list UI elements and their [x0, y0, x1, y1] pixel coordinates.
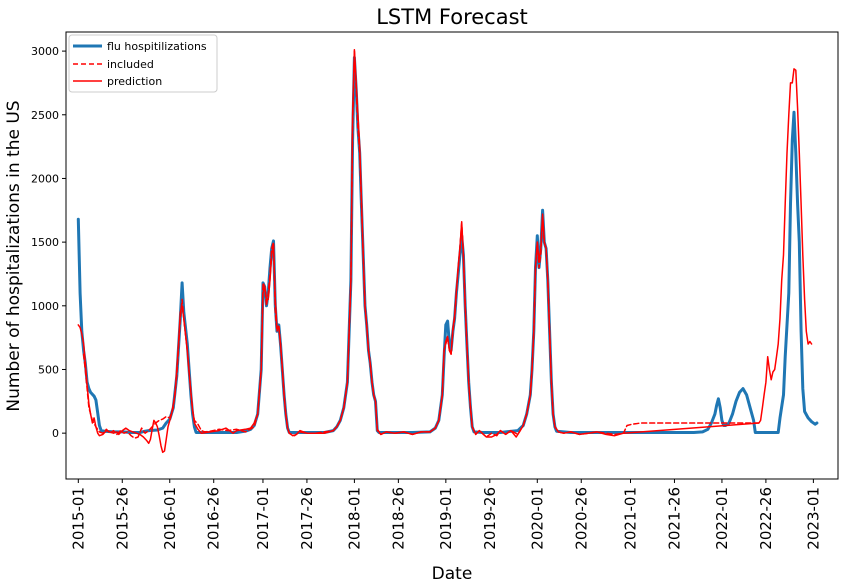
series-layer — [76, 49, 819, 454]
x-tick-label: 2023-01 — [804, 487, 822, 550]
x-axis-label: Date — [432, 564, 473, 584]
series-line-prediction — [77, 49, 813, 454]
x-tick-label: 2019-26 — [481, 487, 499, 550]
x-tick-label: 2018-26 — [389, 487, 407, 550]
x-axis: 2015-01 2015-26 2016-01 2016-26 2017-01 2017-… — [69, 479, 822, 550]
x-tick-label: 2016-26 — [205, 487, 223, 550]
legend-label-prediction: prediction — [107, 75, 162, 88]
legend: flu hospitilizations included prediction — [68, 34, 218, 93]
y-tick-label: 0 — [52, 427, 59, 440]
y-tick-label: 500 — [38, 363, 59, 376]
x-tick-label: 2021-26 — [666, 487, 684, 550]
x-tick-label: 2022-01 — [713, 487, 731, 550]
legend-label-flu-hospitilizations: flu hospitilizations — [107, 40, 207, 53]
y-tick-label: 1500 — [31, 236, 59, 249]
x-tick-label: 2020-26 — [572, 487, 590, 550]
x-tick-label: 2017-26 — [298, 487, 316, 550]
x-tick-label: 2017-01 — [254, 487, 272, 550]
y-tick-label: 3000 — [31, 45, 59, 58]
x-tick-label: 2020-01 — [528, 487, 546, 550]
x-tick-label: 2018-01 — [345, 487, 363, 550]
x-tick-label: 2021-01 — [622, 487, 640, 550]
y-tick-label: 2000 — [31, 172, 59, 185]
x-tick-label: 2015-26 — [113, 487, 131, 550]
legend-label-included: included — [107, 58, 154, 71]
x-tick-label: 2019-01 — [437, 487, 455, 550]
legend-box — [68, 34, 218, 93]
y-axis: 0 500 1000 1500 2000 2500 3000 — [31, 45, 66, 440]
x-tick-label: 2016-01 — [161, 487, 179, 550]
x-tick-label: 2015-01 — [69, 487, 87, 550]
y-tick-label: 1000 — [31, 300, 59, 313]
y-axis-label: Number of hospitalizations in the US — [4, 100, 24, 411]
y-tick-label: 2500 — [31, 109, 59, 122]
plot-frame — [65, 31, 839, 480]
x-tick-label: 2022-26 — [757, 487, 775, 550]
chart-title: LSTM Forecast — [376, 5, 528, 29]
